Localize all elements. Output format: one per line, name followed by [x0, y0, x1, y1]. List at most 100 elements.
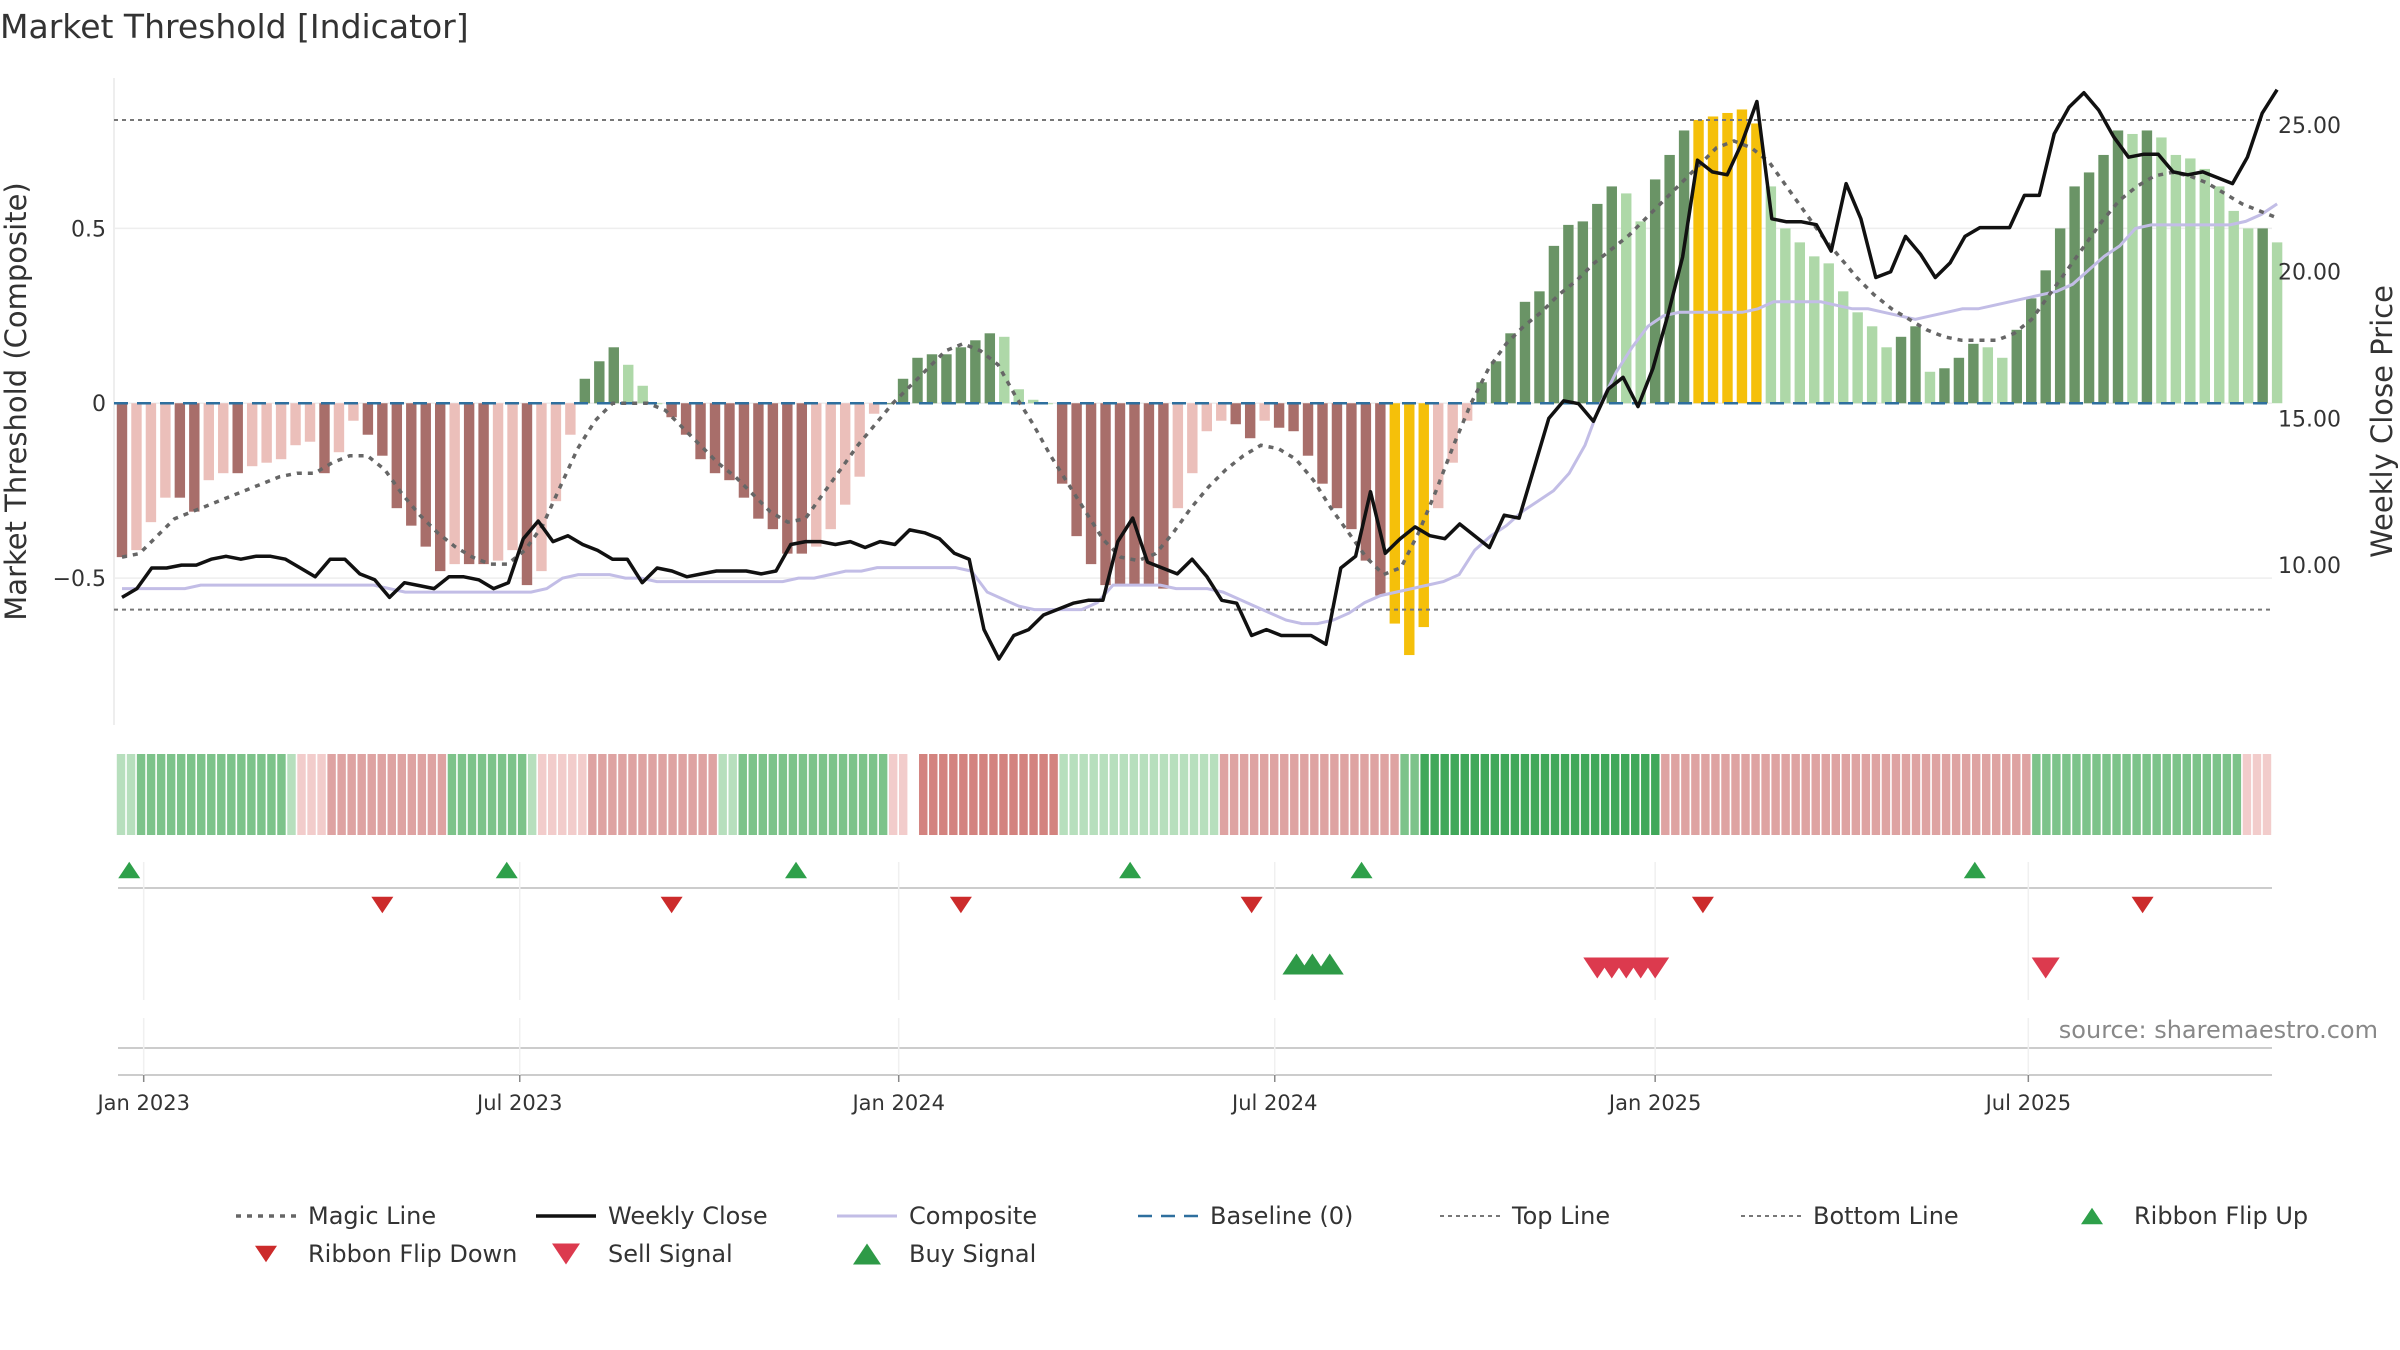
- ribbon-cell: [2182, 754, 2191, 835]
- buy-signal-marker: [1315, 953, 1344, 975]
- legend-label: Top Line: [1511, 1202, 1610, 1230]
- composite-bar: [1172, 403, 1184, 509]
- ribbon-cell: [1470, 754, 1479, 835]
- composite-bar: [348, 403, 359, 421]
- composite-bar: [521, 403, 533, 586]
- composite-bar: [507, 403, 518, 551]
- ribbon-cell: [1340, 754, 1349, 835]
- ribbon-cell: [357, 754, 366, 835]
- composite-bar: [261, 403, 272, 463]
- ribbon-cell: [1520, 754, 1530, 835]
- date-axis: Jan 2023 Jul 2023 Jan 2024 Jul 2024 Jan 2025…: [95, 1075, 2071, 1115]
- composite-bar: [1621, 193, 1632, 404]
- ribbon-cell: [969, 754, 978, 835]
- ribbon-cell: [1129, 754, 1139, 835]
- ribbon-cell: [1931, 754, 1941, 835]
- ribbon-cell: [868, 754, 878, 835]
- ribbon-cell: [1069, 754, 1078, 835]
- composite-bar: [1418, 403, 1429, 628]
- ribbon-cell: [2062, 754, 2071, 835]
- composite-bars: [116, 109, 2283, 656]
- ribbon-cell: [2262, 754, 2272, 835]
- composite-bar: [550, 403, 562, 502]
- ribbon-cell: [568, 754, 577, 835]
- composite-bar: [1331, 403, 1343, 509]
- composite-bar: [1664, 154, 1675, 404]
- composite-bar: [1447, 403, 1458, 463]
- composite-bar: [1519, 301, 1531, 404]
- ribbon-cell: [1139, 754, 1149, 835]
- composite-bar: [131, 403, 142, 551]
- legend-item: Buy Signal: [853, 1240, 1036, 1268]
- ribbon-flip-down-marker: [949, 896, 972, 914]
- ribbon-cell: [798, 754, 808, 835]
- ribbon-cell: [126, 754, 136, 835]
- axis-ticks: 0.5 0 −0.5 25.00 20.00 15.00 10.00: [53, 114, 2341, 592]
- x-tick-label: Jan 2025: [1607, 1091, 1702, 1115]
- ribbon-cell: [1981, 754, 1991, 835]
- ribbon-cell: [1540, 754, 1550, 835]
- ribbon-cell: [1951, 754, 1961, 835]
- ribbon-cell: [929, 754, 938, 835]
- ribbon-cell: [959, 754, 968, 835]
- ribbon-cell: [1600, 754, 1610, 835]
- composite-bar: [1244, 403, 1256, 439]
- composite-bar: [1360, 403, 1372, 561]
- ribbon-cell: [1460, 754, 1469, 835]
- ribbon-cell: [1370, 754, 1379, 835]
- ribbon-cell: [427, 754, 437, 835]
- composite-bar: [145, 403, 157, 523]
- ribbon-cell: [2252, 754, 2262, 835]
- ribbon-cell: [297, 754, 306, 835]
- composite-bar: [1230, 403, 1241, 425]
- y-tick-label: 0: [92, 392, 106, 417]
- ribbon-cell: [2172, 754, 2181, 835]
- ribbon-cell: [1430, 754, 1439, 835]
- composite-bar: [1693, 119, 1704, 404]
- composite-bar: [623, 364, 634, 404]
- composite-bar: [565, 403, 576, 435]
- ribbon-cell: [116, 754, 126, 835]
- ribbon-cell: [2112, 754, 2121, 835]
- ribbon-cell: [1490, 754, 1500, 835]
- ribbon-cell: [1580, 754, 1590, 835]
- ribbon-cell: [257, 754, 266, 835]
- composite-bar: [1635, 221, 1646, 404]
- ribbon-cell: [1881, 754, 1891, 835]
- composite-bar: [1404, 403, 1415, 656]
- ribbon-cell: [1159, 754, 1169, 835]
- ribbon-cell: [267, 754, 276, 835]
- ribbon-cell: [1821, 754, 1830, 835]
- ribbon-cell: [237, 754, 246, 835]
- composite-bar: [2156, 137, 2167, 404]
- composite-bar: [160, 403, 171, 498]
- y-axis-label: Market Threshold (Composite): [0, 182, 33, 620]
- composite-bar: [1158, 403, 1169, 589]
- composite-bar: [1432, 403, 1444, 509]
- composite-bar: [1187, 403, 1198, 474]
- sell-signal-marker: [2031, 957, 2060, 979]
- composite-bar: [1707, 116, 1719, 404]
- composite-bar: [304, 403, 316, 442]
- legend-label: Bottom Line: [1813, 1202, 1959, 1230]
- x-tick-label: Jan 2024: [850, 1091, 945, 1115]
- composite-bar: [1085, 403, 1097, 565]
- composite-bar: [1288, 403, 1299, 432]
- legend-item: Magic Line: [236, 1202, 436, 1230]
- composite-bar: [1895, 336, 1907, 404]
- ribbon-cell: [1610, 754, 1620, 835]
- ribbon-cell: [337, 754, 346, 835]
- ribbon-cell: [1410, 754, 1419, 835]
- ribbon-cell: [1189, 754, 1199, 835]
- ribbon-flip-down-marker: [1691, 896, 1714, 914]
- ribbon-cell: [788, 754, 798, 835]
- composite-bar: [1997, 357, 2008, 404]
- ribbon-cell: [548, 754, 557, 835]
- ribbon-cell: [608, 754, 617, 835]
- legend-label: Buy Signal: [909, 1240, 1036, 1268]
- ribbon-cell: [317, 754, 326, 835]
- x-tick-label: Jul 2024: [1230, 1091, 1317, 1115]
- ribbon-cell: [1019, 754, 1028, 835]
- ribbon-cell: [878, 754, 888, 835]
- composite-bar: [449, 403, 460, 565]
